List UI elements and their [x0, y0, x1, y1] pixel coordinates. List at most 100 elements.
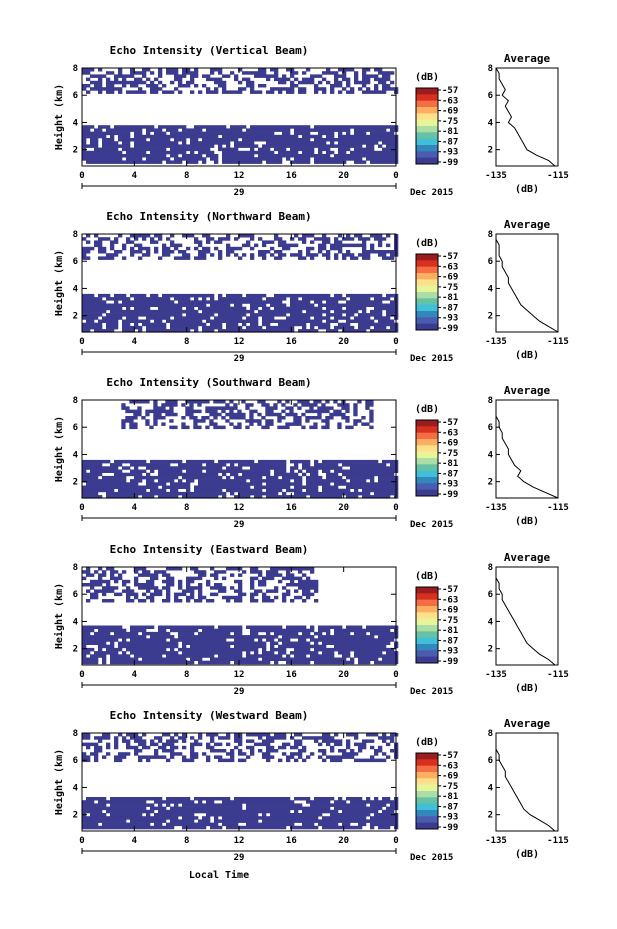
echo-cell — [110, 803, 115, 807]
echo-cell — [138, 141, 143, 145]
echo-cell — [302, 651, 307, 655]
echo-cell — [82, 87, 87, 91]
echo-cell — [346, 329, 351, 333]
echo-cell — [118, 303, 123, 307]
echo-cell — [158, 313, 163, 317]
echo-cell — [318, 303, 323, 307]
echo-cell — [258, 68, 263, 72]
echo-cell — [202, 84, 207, 88]
echo-cell — [390, 150, 395, 155]
echo-cell — [366, 138, 371, 142]
echo-cell — [278, 306, 283, 311]
echo-cell — [378, 628, 383, 633]
echo-cell — [154, 90, 159, 94]
echo-cell — [262, 256, 267, 260]
echo-cell — [134, 322, 139, 327]
echo-cell — [362, 479, 367, 483]
echo-cell — [354, 459, 359, 464]
echo-cell — [182, 797, 187, 801]
echo-cell — [270, 138, 275, 142]
echo-cell — [318, 138, 323, 142]
echo-cell — [118, 293, 123, 298]
echo-cell — [258, 147, 263, 152]
echo-cell — [226, 644, 231, 649]
echo-cell — [294, 306, 299, 311]
echo-cell — [274, 475, 279, 480]
echo-cell — [250, 306, 255, 311]
echo-cell — [362, 654, 367, 658]
echo-cell — [342, 322, 347, 327]
echo-cell — [326, 154, 331, 158]
echo-cell — [198, 134, 203, 139]
average-frame — [495, 399, 559, 499]
echo-cell — [90, 482, 95, 486]
echo-cell — [90, 322, 95, 327]
echo-cell — [186, 488, 191, 493]
echo-cell — [198, 638, 203, 642]
echo-cell — [382, 631, 387, 636]
echo-cell — [314, 583, 319, 587]
echo-cell — [366, 316, 371, 320]
echo-cell — [178, 466, 183, 470]
echo-cell — [370, 157, 375, 161]
echo-cell — [178, 469, 183, 473]
echo-cell — [234, 469, 239, 473]
echo-cell — [126, 800, 131, 804]
echo-cell — [266, 638, 271, 642]
echo-cell — [274, 625, 279, 629]
echo-cell — [294, 71, 299, 75]
echo-cell — [350, 638, 355, 642]
echo-cell — [354, 488, 359, 493]
echo-cell — [322, 325, 327, 330]
echo-cell — [266, 573, 271, 577]
echo-cell — [354, 128, 359, 132]
colorbar-label: -63 — [442, 428, 458, 438]
echo-cell — [178, 150, 183, 155]
echo-cell — [150, 641, 155, 645]
echo-cell — [226, 303, 231, 307]
echo-cell — [318, 631, 323, 636]
echo-cell — [242, 306, 247, 311]
echo-cell — [146, 803, 151, 807]
echo-cell — [246, 625, 251, 629]
echo-cell — [210, 628, 215, 633]
echo-cell — [194, 466, 199, 470]
echo-cell — [218, 586, 223, 590]
echo-cell — [214, 309, 219, 314]
echo-cell — [266, 160, 271, 164]
echo-cell — [214, 131, 219, 136]
echo-cell — [106, 150, 111, 155]
echo-cell — [246, 309, 251, 314]
echo-cell — [322, 495, 327, 499]
echo-cell — [350, 87, 355, 91]
echo-cell — [178, 303, 183, 307]
echo-cell — [378, 71, 383, 75]
echo-cell — [182, 592, 187, 597]
echo-cell — [226, 309, 231, 314]
echo-cell — [382, 469, 387, 473]
echo-cell — [190, 589, 195, 593]
echo-cell — [334, 625, 339, 629]
echo-cell — [197, 403, 202, 407]
echo-cell — [230, 472, 235, 477]
echo-cell — [302, 660, 307, 665]
echo-cell — [202, 495, 207, 499]
echo-cell — [294, 234, 299, 238]
echo-cell — [146, 657, 151, 661]
echo-cell — [346, 631, 351, 636]
echo-cell — [334, 319, 339, 323]
y-tick-label: 4 — [73, 284, 79, 294]
echo-cell — [354, 256, 359, 260]
echo-cell — [390, 651, 395, 655]
echo-cell — [114, 647, 119, 652]
echo-cell — [362, 147, 367, 152]
echo-cell — [322, 309, 327, 314]
echo-cell — [386, 234, 391, 238]
echo-cell — [190, 491, 195, 496]
echo-cell — [378, 131, 383, 136]
echo-cell — [242, 125, 247, 129]
echo-cell — [158, 131, 163, 136]
echo-cell — [302, 657, 307, 661]
echo-cell — [222, 570, 227, 574]
echo-cell — [278, 154, 283, 158]
